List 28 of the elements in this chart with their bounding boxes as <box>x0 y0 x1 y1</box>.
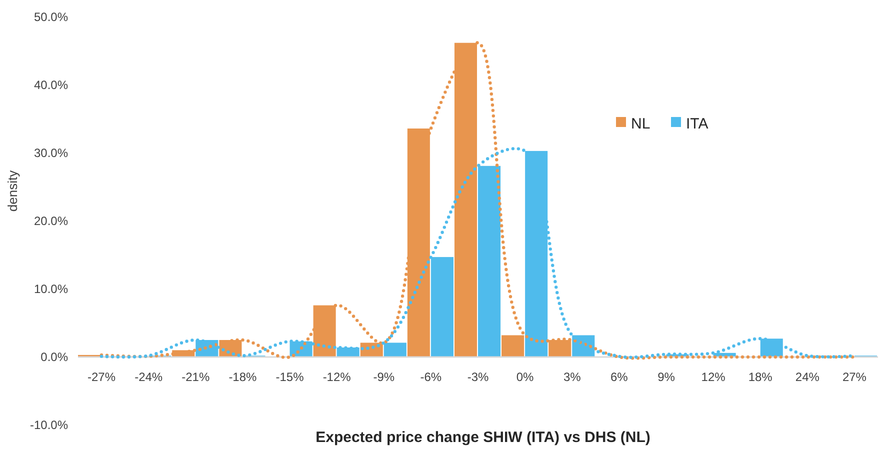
y-tick-label: 50.0% <box>34 10 68 24</box>
x-tick-label: 0% <box>516 370 534 384</box>
x-tick-label: -21% <box>182 370 210 384</box>
x-tick-label: -6% <box>420 370 442 384</box>
x-tick-label: 27% <box>842 370 867 384</box>
x-tick-label: -27% <box>88 370 116 384</box>
y-tick-label: 40.0% <box>34 78 68 92</box>
x-tick-label: 12% <box>701 370 726 384</box>
x-tick-label: -15% <box>276 370 304 384</box>
y-tick-label: 0.0% <box>40 350 68 364</box>
y-tick-label: -10.0% <box>30 418 68 432</box>
y-tick-label: 10.0% <box>34 282 68 296</box>
y-tick-label: 30.0% <box>34 146 68 160</box>
x-tick-label: -9% <box>373 370 395 384</box>
y-tick-label: 20.0% <box>34 214 68 228</box>
x-tick-label: 6% <box>610 370 628 384</box>
legend-label: NL <box>631 115 650 132</box>
x-tick-label: 9% <box>658 370 676 384</box>
x-tick-label: 18% <box>748 370 773 384</box>
x-tick-label: -3% <box>467 370 489 384</box>
x-tick-label: -12% <box>322 370 352 384</box>
x-tick-label: -24% <box>134 370 163 384</box>
x-tick-label: -18% <box>228 370 258 384</box>
y-axis-title: density <box>5 170 20 212</box>
x-tick-label: 3% <box>563 370 582 384</box>
legend-label: ITA <box>686 115 708 132</box>
x-axis-title: Expected price change SHIW (ITA) vs DHS (NL) <box>316 429 650 446</box>
x-tick-label: 24% <box>795 370 820 384</box>
